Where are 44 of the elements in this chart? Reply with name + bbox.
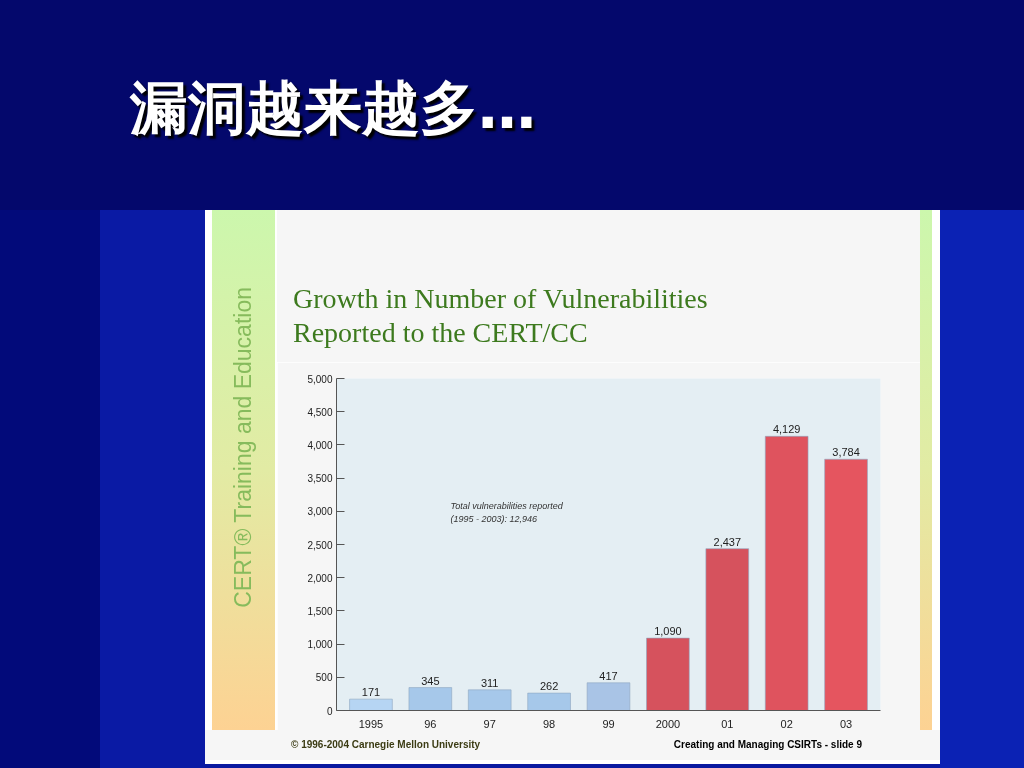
bar — [824, 458, 868, 711]
data-label: 4,129 — [772, 423, 801, 436]
text: CERT® Training and Education — [229, 287, 258, 608]
data-label: 262 — [539, 680, 559, 693]
data-label: 1,090 — [654, 625, 682, 638]
y-tick-label: 0 — [326, 705, 333, 717]
x-tick-label: 99 — [602, 717, 615, 730]
data-label: 345 — [421, 674, 440, 687]
bar — [646, 637, 690, 711]
y-tick-label: 2,500 — [307, 539, 333, 551]
data-label: 3,784 — [832, 446, 860, 459]
x-tick-label: 1995 — [358, 717, 384, 730]
bar — [764, 436, 809, 711]
bar — [468, 689, 512, 711]
y-tick-label: 1,000 — [307, 639, 333, 651]
data-label: 2,437 — [713, 535, 742, 548]
chart-title: 漏洞越来越多… — [0, 0, 1024, 210]
bar — [408, 687, 453, 711]
bar — [586, 682, 631, 711]
y-tick-label: 2,000 — [307, 572, 333, 584]
x-tick-label: 96 — [424, 717, 437, 730]
x-tick-label: 97 — [483, 717, 496, 730]
data-label: 171 — [361, 686, 381, 699]
x-tick-label: 02 — [780, 717, 793, 730]
y-tick-label: 3,500 — [307, 473, 333, 485]
y-tick-label: 3,000 — [307, 506, 333, 518]
chart-subtitle: Growth in Number of Vulnerabilities Reported to the CERT/CC — [293, 282, 709, 350]
y-tick-label: 500 — [315, 672, 333, 684]
y-tick-label: 4,000 — [307, 439, 333, 451]
annotation: Total vulnerabilities reported (1995 - 2003): 12,946 — [450, 500, 564, 524]
x-tick-label: 01 — [721, 717, 734, 730]
bar — [349, 698, 393, 711]
bar — [705, 548, 749, 711]
text: © 1996-2004 Carnegie Mellon University — [291, 737, 481, 752]
y-tick-label: 5,000 — [307, 373, 333, 385]
text: Creating and Managing CSIRTs - slide 9 — [673, 737, 862, 752]
data-label: 311 — [480, 676, 499, 689]
x-tick-label: 03 — [839, 717, 853, 730]
x-tick-label: 2000 — [655, 717, 681, 730]
y-tick-label: 4,500 — [307, 406, 333, 418]
x-tick-label: 98 — [542, 717, 556, 730]
bar — [527, 692, 571, 711]
data-label: 417 — [599, 669, 618, 682]
y-tick-label: 1,500 — [307, 605, 333, 617]
